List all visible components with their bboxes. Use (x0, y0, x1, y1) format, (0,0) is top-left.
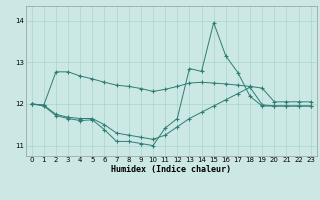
X-axis label: Humidex (Indice chaleur): Humidex (Indice chaleur) (111, 165, 231, 174)
